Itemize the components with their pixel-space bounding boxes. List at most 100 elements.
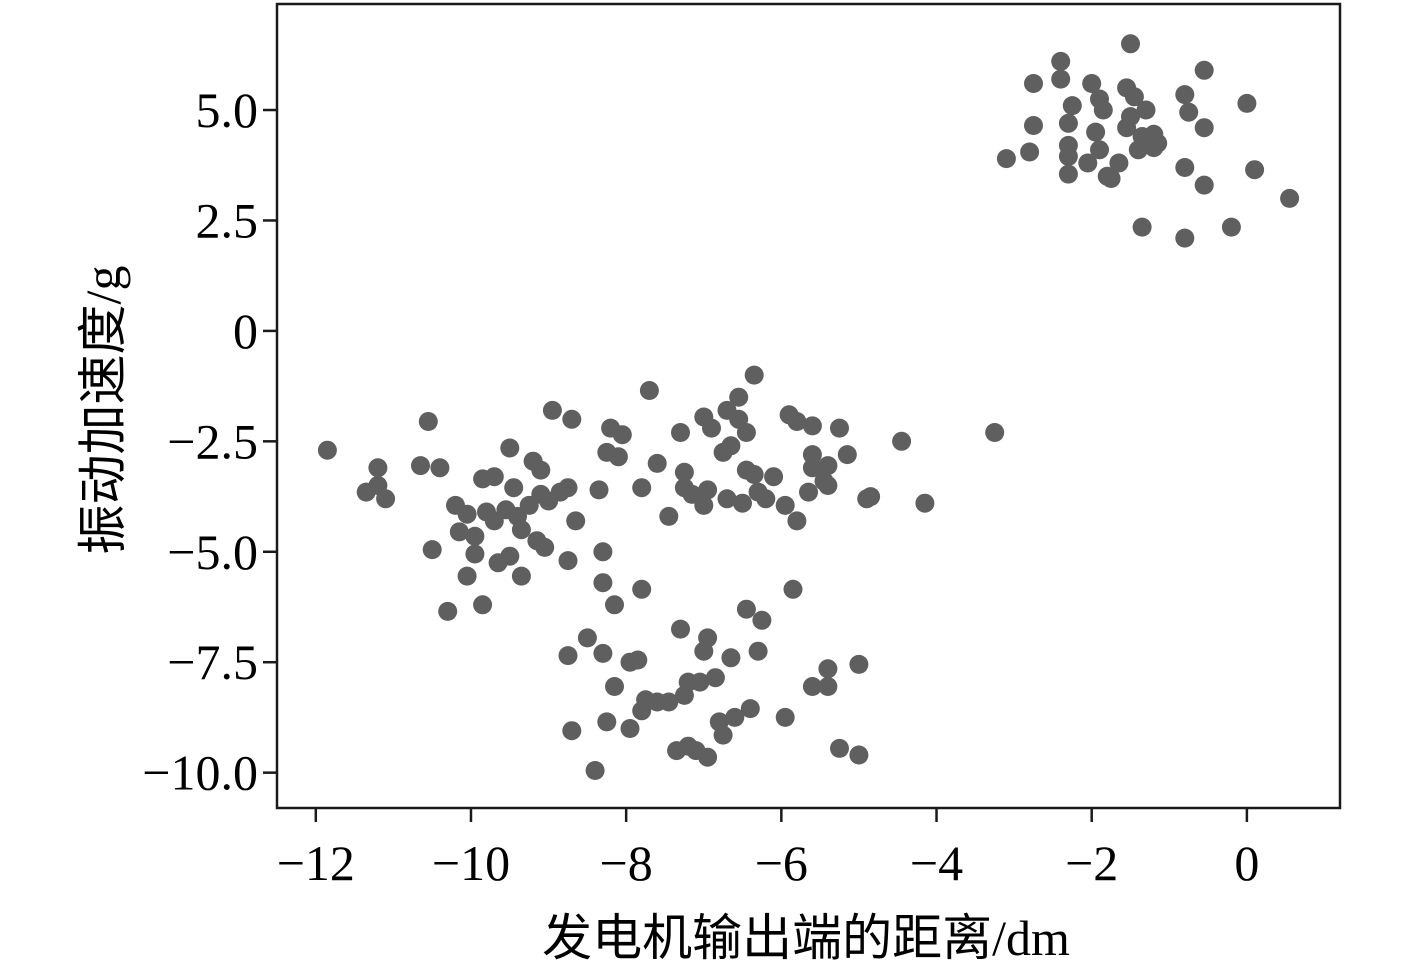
data-point	[484, 467, 504, 487]
data-point	[985, 423, 1005, 442]
data-point	[892, 431, 912, 451]
data-point	[1237, 93, 1257, 113]
data-point	[356, 482, 376, 502]
x-axis-label: 发电机输出端的距离/dm	[542, 910, 1070, 963]
data-point	[721, 648, 741, 668]
data-point	[422, 540, 442, 560]
data-point	[674, 685, 694, 705]
data-point	[1245, 160, 1265, 180]
data-point	[736, 599, 756, 619]
data-point	[376, 489, 396, 509]
data-point	[488, 553, 508, 573]
data-point	[783, 579, 803, 599]
data-point	[1194, 60, 1214, 80]
data-point	[1093, 100, 1113, 120]
data-point	[818, 659, 838, 679]
data-point	[589, 480, 609, 500]
data-point	[775, 707, 795, 727]
x-tick-label: −4	[910, 835, 963, 891]
data-point	[438, 601, 458, 621]
data-point	[1179, 102, 1199, 122]
data-point	[317, 440, 337, 460]
data-point	[849, 654, 869, 674]
data-point	[733, 493, 752, 513]
data-point	[787, 412, 807, 431]
data-point	[612, 425, 632, 445]
data-point	[1024, 74, 1043, 93]
data-point	[915, 493, 935, 513]
data-point	[1175, 85, 1195, 105]
data-point	[705, 668, 725, 688]
x-tick-label: −8	[600, 835, 653, 891]
data-point	[632, 579, 652, 599]
data-point	[802, 445, 822, 465]
data-point	[713, 442, 733, 462]
data-point	[1101, 169, 1121, 188]
y-tick-label: −10.0	[142, 745, 258, 801]
data-point	[764, 467, 784, 487]
data-point	[511, 520, 531, 540]
data-point	[849, 745, 869, 765]
data-point	[1062, 96, 1082, 116]
data-point	[449, 522, 469, 542]
data-point	[1020, 142, 1040, 162]
data-point	[647, 453, 667, 473]
data-point	[713, 725, 733, 745]
data-point	[511, 566, 531, 586]
data-point	[632, 478, 652, 498]
data-point	[531, 460, 551, 480]
data-point	[585, 761, 605, 780]
x-tick-label: −6	[755, 835, 808, 891]
data-point	[744, 465, 764, 484]
data-points	[317, 34, 1300, 780]
data-point	[1124, 87, 1144, 107]
data-point	[1090, 140, 1109, 160]
data-point	[558, 478, 578, 498]
x-tick-label: 0	[1234, 835, 1259, 891]
y-tick-label: 0	[233, 303, 258, 359]
data-point	[566, 511, 586, 531]
data-point	[830, 738, 849, 758]
data-point	[787, 511, 807, 531]
data-point	[1144, 138, 1164, 158]
data-point	[818, 476, 838, 495]
data-point	[430, 458, 450, 478]
data-point	[748, 641, 768, 661]
data-point	[659, 692, 679, 712]
y-tick-label: −7.5	[167, 634, 258, 690]
plot-frame	[275, 2, 1342, 810]
data-point	[1058, 113, 1078, 133]
data-point	[740, 699, 760, 719]
data-point	[577, 628, 597, 648]
x-axis-ticks: −12 −10 −8 −6 −4 −2 0	[277, 808, 1259, 891]
data-point	[1058, 164, 1078, 184]
y-axis-ticks: 5.0 2.5 0 −2.5 −5.0 −7.5 −10.0	[142, 82, 277, 801]
data-point	[632, 701, 652, 721]
y-tick-label: 5.0	[196, 82, 259, 138]
data-point	[593, 542, 613, 562]
data-point	[756, 489, 776, 509]
data-point	[465, 526, 485, 546]
x-tick-label: −2	[1065, 835, 1118, 891]
data-point	[1051, 51, 1071, 71]
data-point	[411, 456, 430, 476]
data-point	[1175, 158, 1195, 177]
data-point	[690, 672, 710, 692]
data-point	[639, 381, 659, 400]
data-point	[1280, 188, 1300, 208]
data-point	[837, 445, 857, 465]
data-point	[736, 423, 756, 442]
data-point	[857, 489, 877, 509]
data-point	[802, 677, 822, 696]
data-point	[1121, 34, 1140, 54]
data-point	[608, 447, 628, 467]
data-point	[457, 566, 477, 586]
data-point	[500, 438, 520, 458]
data-point	[562, 721, 582, 741]
data-point	[694, 495, 714, 515]
data-point	[725, 707, 745, 727]
data-point	[1175, 228, 1195, 248]
x-tick-label: −10	[432, 835, 510, 891]
data-point	[539, 491, 559, 511]
